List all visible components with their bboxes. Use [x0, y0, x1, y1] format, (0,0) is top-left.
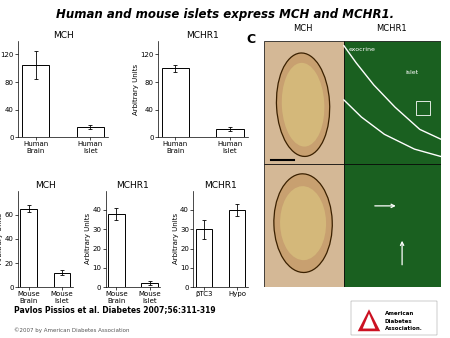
Ellipse shape	[280, 186, 326, 260]
Bar	[344, 41, 441, 164]
Bar	[77, 127, 104, 137]
Bar	[196, 229, 212, 287]
Ellipse shape	[282, 63, 324, 147]
Y-axis label: Arbitrary Units: Arbitrary Units	[133, 64, 139, 115]
Bar	[416, 101, 430, 115]
Text: Pavlos Pissios et al. Diabetes 2007;56:311-319: Pavlos Pissios et al. Diabetes 2007;56:3…	[14, 305, 215, 314]
Y-axis label: Arbitrary Units: Arbitrary Units	[173, 213, 179, 264]
Bar	[264, 41, 344, 164]
Title: MCHR1: MCHR1	[204, 181, 237, 190]
Text: Association.: Association.	[385, 326, 423, 331]
Text: ©2007 by American Diabetes Association: ©2007 by American Diabetes Association	[14, 327, 129, 333]
Bar	[21, 209, 37, 287]
Bar	[162, 68, 189, 137]
Text: MCHR1: MCHR1	[376, 24, 407, 33]
Text: exocrine: exocrine	[349, 47, 376, 52]
Text: C: C	[247, 33, 256, 46]
Bar	[216, 129, 244, 137]
Bar	[344, 164, 441, 287]
Ellipse shape	[274, 174, 332, 272]
Bar	[141, 284, 158, 287]
Bar	[229, 210, 245, 287]
Title: MCHR1: MCHR1	[117, 181, 149, 190]
Bar	[264, 164, 344, 287]
Title: MCH: MCH	[53, 31, 73, 40]
Bar	[54, 273, 70, 287]
Ellipse shape	[276, 53, 330, 156]
Text: Diabetes: Diabetes	[385, 319, 412, 324]
Bar	[108, 214, 125, 287]
Title: MCH: MCH	[35, 181, 56, 190]
Text: Human and mouse islets express MCH and MCHR1.: Human and mouse islets express MCH and M…	[56, 8, 394, 21]
Text: MCH: MCH	[293, 24, 313, 33]
Y-axis label: Arbitrary Units: Arbitrary Units	[0, 213, 4, 264]
Title: MCHR1: MCHR1	[186, 31, 219, 40]
Text: islet: islet	[405, 70, 419, 75]
Bar	[22, 65, 50, 137]
Text: American: American	[385, 311, 414, 316]
Y-axis label: Arbitrary Units: Arbitrary Units	[85, 213, 91, 264]
